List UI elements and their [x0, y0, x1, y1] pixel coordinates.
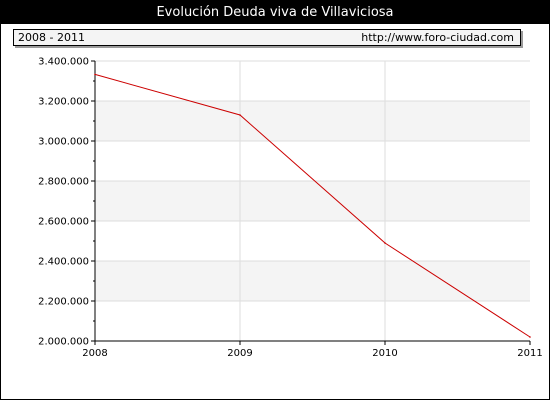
- chart-title: Evolución Deuda viva de Villaviciosa: [1, 1, 549, 24]
- y-tick-label: 2.000.000: [38, 337, 89, 348]
- y-tick-label: 2.800.000: [38, 177, 89, 188]
- x-tick-label: 2008: [82, 348, 107, 359]
- y-tick-label: 2.600.000: [38, 217, 89, 228]
- x-tick-label: 2011: [517, 348, 542, 359]
- y-tick-label: 2.400.000: [38, 257, 89, 268]
- y-tick-label: 3.000.000: [38, 137, 89, 148]
- data-point: [239, 114, 241, 116]
- source-url: http://www.foro-ciudad.com: [361, 31, 514, 44]
- y-tick-label: 3.400.000: [38, 57, 89, 68]
- x-tick-label: 2009: [227, 348, 252, 359]
- grid-band: [95, 101, 530, 141]
- data-line: [94, 73, 531, 338]
- grid-band: [95, 261, 530, 301]
- year-range-label: 2008 - 2011: [18, 31, 85, 44]
- y-tick-label: 3.200.000: [38, 97, 89, 108]
- info-box: 2008 - 2011 http://www.foro-ciudad.com: [13, 29, 521, 46]
- x-tick-label: 2010: [372, 348, 397, 359]
- data-point: [384, 242, 386, 244]
- data-point: [94, 73, 96, 76]
- grid-band: [95, 181, 530, 221]
- y-tick-label: 2.200.000: [38, 297, 89, 308]
- data-point: [529, 336, 531, 338]
